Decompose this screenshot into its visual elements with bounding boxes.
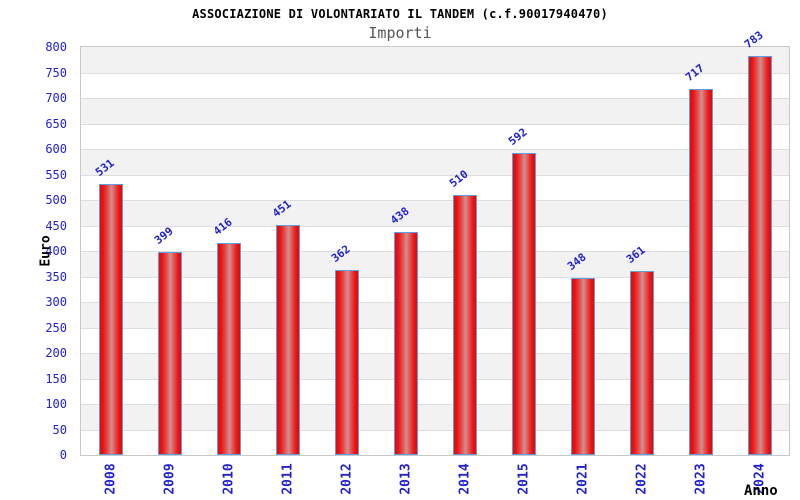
- y-tick-label: 600: [45, 142, 67, 156]
- x-tick-label: 2013: [398, 463, 413, 495]
- y-tick-label: 750: [45, 65, 67, 80]
- plot-band: [81, 328, 789, 354]
- plot-band: [81, 404, 789, 430]
- y-tick-label: 0: [59, 448, 67, 462]
- y-tick-label: 350: [45, 269, 67, 284]
- bar-2009: [157, 251, 182, 455]
- bar-2022: [629, 270, 654, 455]
- y-tick-label: 500: [45, 193, 67, 207]
- y-tick-label: 300: [45, 295, 67, 309]
- x-tick-label: 2010: [221, 463, 236, 495]
- plot-band: [81, 73, 789, 99]
- gridline: [81, 98, 789, 99]
- y-tick-label: 200: [45, 346, 67, 360]
- gridline: [81, 378, 789, 380]
- y-tick-label: 450: [45, 218, 67, 233]
- plot-band: [81, 353, 789, 379]
- y-tick-label: 550: [45, 167, 67, 182]
- plot-band: [81, 200, 789, 226]
- bar-2012: [334, 270, 359, 455]
- x-tick-label: 2015: [516, 463, 531, 495]
- x-axis-title: Anno: [744, 483, 778, 499]
- y-tick-label: 400: [45, 244, 67, 258]
- plot-band: [81, 277, 789, 303]
- plot-band: [81, 149, 789, 175]
- plot-band: [81, 430, 789, 456]
- y-axis-title: Euro: [38, 235, 54, 267]
- x-tick-label: 2023: [693, 463, 708, 495]
- y-tick-label: 250: [45, 320, 67, 335]
- gridline: [81, 225, 789, 227]
- y-tick-label: 650: [45, 116, 67, 131]
- plot-band: [81, 98, 789, 124]
- plot-band: [81, 251, 789, 277]
- chart-title: ASSOCIAZIONE DI VOLONTARIATO IL TANDEM (…: [192, 7, 608, 21]
- gridline: [81, 429, 789, 431]
- plot-band: [81, 124, 789, 150]
- gridline: [81, 251, 789, 252]
- x-tick-label: 2022: [634, 463, 649, 495]
- bar-2015: [511, 153, 536, 455]
- bar-2021: [570, 277, 595, 455]
- y-tick-label: 700: [45, 91, 67, 105]
- y-tick-label: 150: [45, 371, 67, 386]
- bar-2013: [393, 231, 418, 455]
- x-tick-label: 2012: [339, 463, 354, 495]
- x-tick-label: 2014: [457, 463, 472, 495]
- gridline: [81, 276, 789, 278]
- gridline: [81, 327, 789, 329]
- y-tick-label: 100: [45, 397, 67, 411]
- bar-2011: [275, 224, 300, 455]
- bar-2010: [216, 242, 241, 455]
- gridline: [81, 302, 789, 303]
- plot-band: [81, 379, 789, 405]
- y-tick-label: 800: [45, 40, 67, 54]
- plot-band: [81, 175, 789, 201]
- x-tick-label: 2008: [103, 463, 118, 495]
- x-tick-label: 2011: [280, 463, 295, 495]
- gridline: [81, 200, 789, 201]
- chart-subtitle: Importi: [368, 24, 432, 42]
- gridline: [81, 353, 789, 354]
- bar-2023: [688, 89, 713, 455]
- gridline: [81, 72, 789, 74]
- gridline: [81, 123, 789, 125]
- x-tick-label: 2009: [162, 463, 177, 495]
- gridline: [81, 404, 789, 405]
- y-tick-label: 50: [52, 422, 67, 437]
- bar-2024: [747, 55, 772, 455]
- plot-band: [81, 226, 789, 252]
- bar-2014: [452, 194, 477, 455]
- x-tick-label: 2021: [575, 463, 590, 495]
- bar-2008: [98, 184, 123, 455]
- plot-band: [81, 47, 789, 73]
- gridline: [81, 174, 789, 176]
- plot-area: 531 399 416 451 362 438 510 592 348 361 717 783: [80, 28, 790, 456]
- plot-band: [81, 302, 789, 328]
- gridline: [81, 149, 789, 150]
